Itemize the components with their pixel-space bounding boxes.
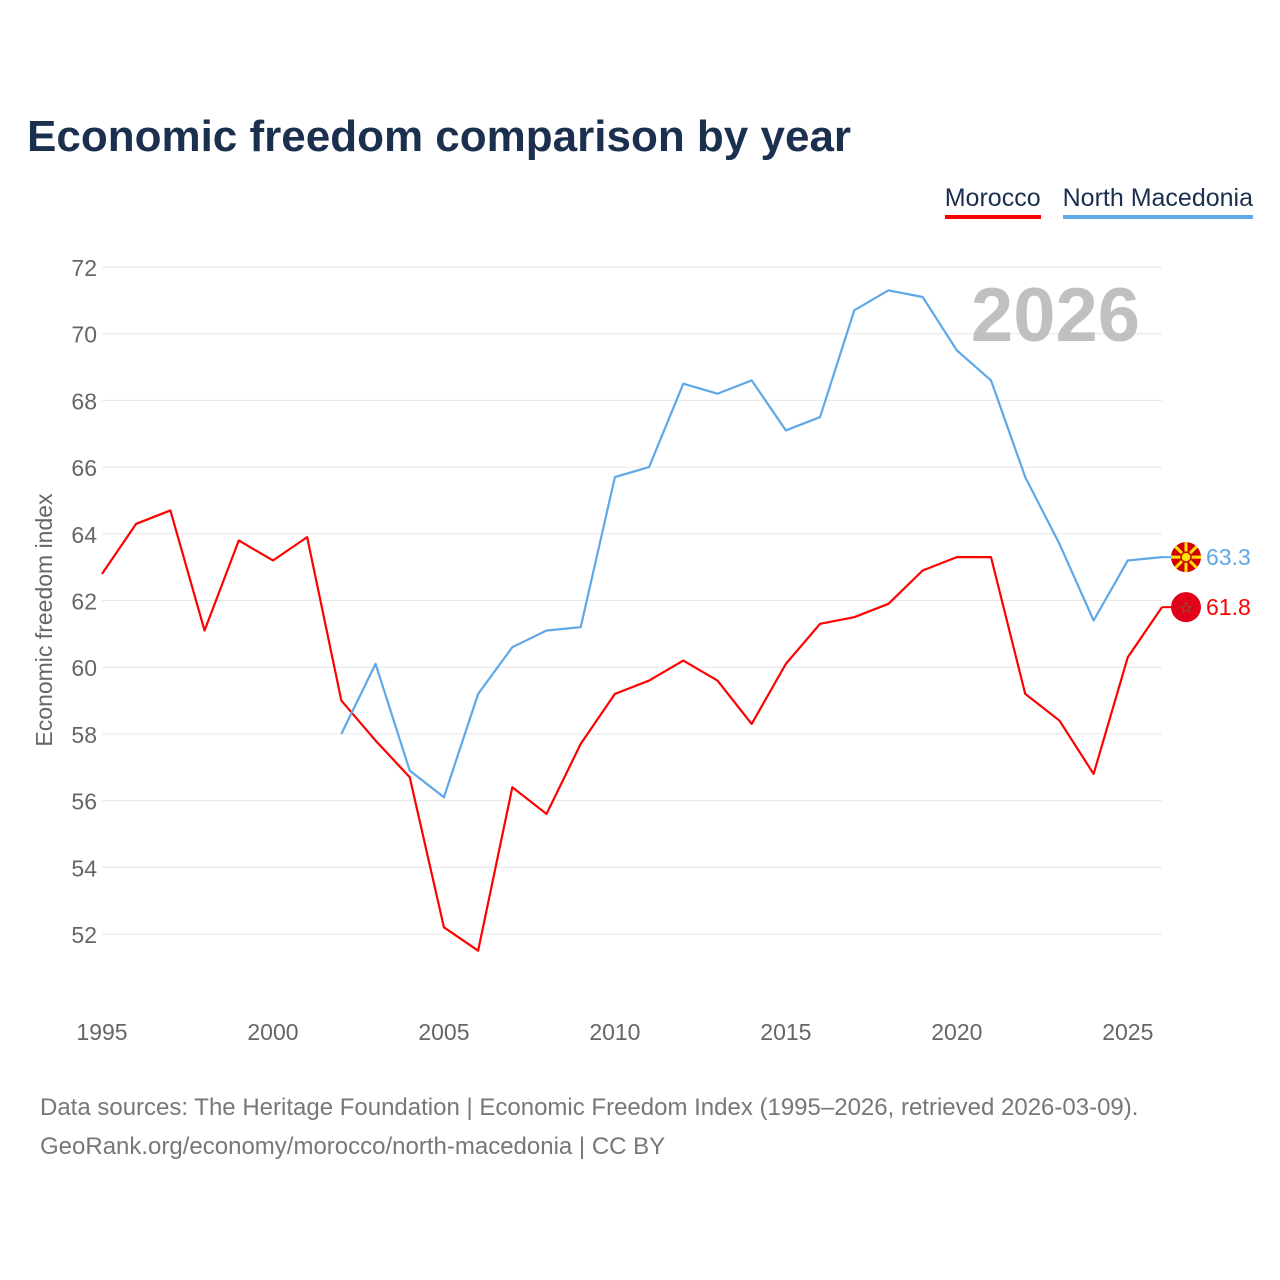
x-tick-label: 2020 (931, 1019, 982, 1045)
end-value-label: 63.3 (1206, 544, 1251, 570)
x-tick-label: 2005 (418, 1019, 469, 1045)
y-tick-label: 66 (71, 455, 97, 481)
x-tick-label: 2000 (247, 1019, 298, 1045)
y-tick-label: 60 (71, 655, 97, 681)
source-line-2: GeoRank.org/economy/morocco/north-macedo… (40, 1133, 666, 1160)
y-tick-label: 68 (71, 388, 97, 414)
x-tick-label: 2025 (1102, 1019, 1153, 1045)
y-tick-label: 58 (71, 722, 97, 748)
source-line-1: Data sources: The Heritage Foundation | … (40, 1094, 1139, 1121)
series-line-morocco (101, 509, 1163, 952)
y-tick-label: 52 (71, 922, 97, 948)
end-value-label: 61.8 (1206, 594, 1251, 620)
x-tick-label: 1995 (76, 1019, 127, 1045)
y-tick-label: 56 (71, 789, 97, 815)
x-tick-label: 2010 (589, 1019, 640, 1045)
x-tick-label: 2015 (760, 1019, 811, 1045)
y-tick-label: 72 (71, 255, 97, 281)
y-tick-label: 64 (71, 522, 97, 548)
y-tick-label: 62 (71, 589, 97, 615)
y-axis-label: Economic freedom index (31, 493, 57, 747)
legend-north-macedonia[interactable]: North Macedonia (1062, 184, 1253, 219)
y-tick-label: 70 (71, 322, 97, 348)
flag-star-icon: ☆ (1179, 600, 1193, 617)
morocco-flag-icon (1171, 592, 1201, 623)
source-note: Data sources: The Heritage Foundation | … (40, 1088, 1138, 1166)
flag-sun (1180, 551, 1192, 563)
year-watermark: 2026 (971, 273, 1140, 358)
series-line-north-macedonia (340, 289, 1163, 799)
y-tick-label: 54 (71, 855, 97, 881)
chart-title: Economic freedom comparison by year (27, 112, 852, 161)
legend-morocco[interactable]: Morocco (944, 184, 1041, 219)
legend: Morocco North Macedonia (944, 184, 1253, 219)
